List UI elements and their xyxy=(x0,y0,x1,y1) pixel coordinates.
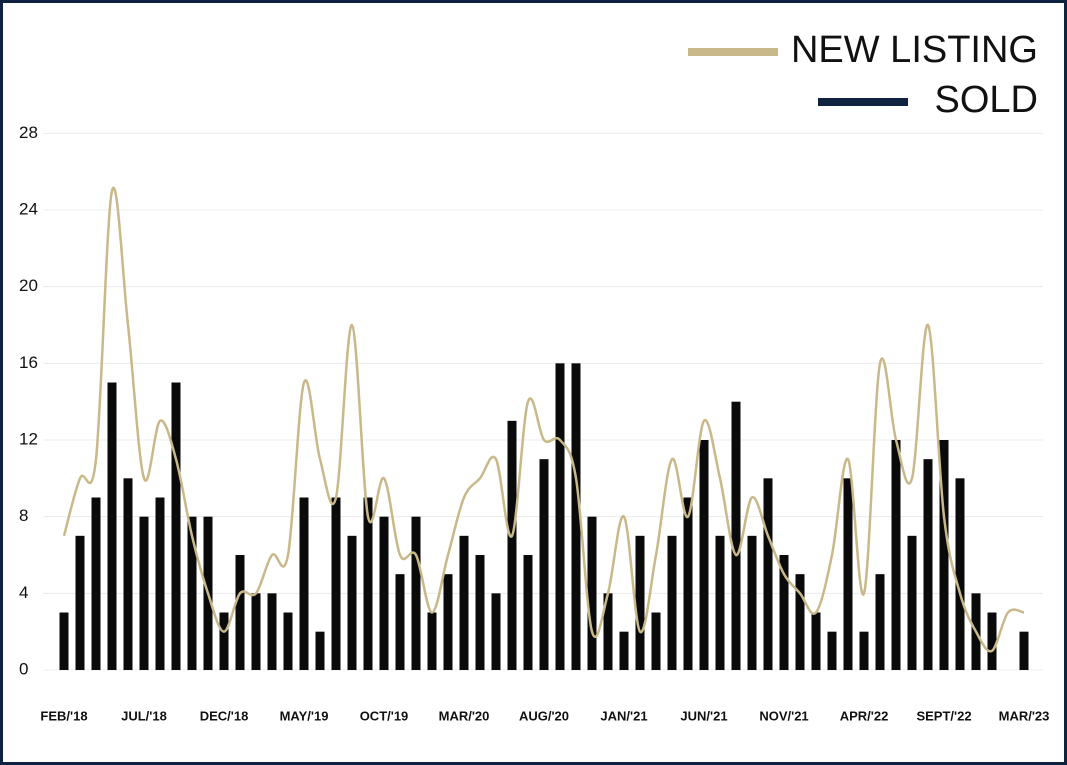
bar xyxy=(459,535,469,670)
x-tick-label: FEB/'18 xyxy=(40,708,87,723)
bar xyxy=(555,363,565,670)
y-tick-label: 28 xyxy=(19,123,38,142)
bar xyxy=(747,535,757,670)
bar xyxy=(619,631,629,670)
bar xyxy=(187,516,197,670)
x-tick-label: JUL/'18 xyxy=(121,708,167,723)
legend-label: SOLD xyxy=(935,79,1038,121)
x-tick-label: SEPT/'22 xyxy=(916,708,971,723)
line xyxy=(62,186,1025,653)
y-tick-label: 8 xyxy=(19,506,28,525)
bar xyxy=(939,440,949,670)
bar xyxy=(123,478,133,670)
x-tick-label: MAR/'23 xyxy=(999,708,1050,723)
bar xyxy=(235,555,245,670)
bar xyxy=(91,497,101,670)
bar xyxy=(171,382,181,670)
y-tick-label: 4 xyxy=(19,583,28,602)
bar xyxy=(779,555,789,670)
x-tick-label: AUG/'20 xyxy=(519,708,569,723)
bar xyxy=(955,478,965,670)
bar xyxy=(219,612,229,670)
bar xyxy=(251,593,261,670)
x-tick-label: OCT/'19 xyxy=(360,708,409,723)
bar xyxy=(363,497,373,670)
legend-label: NEW LISTING xyxy=(791,29,1038,71)
bar xyxy=(683,497,693,670)
bar xyxy=(731,401,741,670)
bar xyxy=(795,574,805,670)
bar xyxy=(267,593,277,670)
bar xyxy=(315,631,325,670)
bar xyxy=(507,420,517,670)
x-tick-label: MAY/'19 xyxy=(280,708,329,723)
bar xyxy=(283,612,293,670)
bar xyxy=(811,612,821,670)
y-tick-label: 16 xyxy=(19,353,38,372)
bar xyxy=(379,516,389,670)
bar xyxy=(523,555,533,670)
y-tick-label: 0 xyxy=(19,659,28,678)
bar xyxy=(299,497,309,670)
bar xyxy=(827,631,837,670)
bar xyxy=(59,612,69,670)
legend-swatch xyxy=(818,98,908,106)
x-tick-label: APR/'22 xyxy=(840,708,889,723)
chart: 0 4 8 12 16 20 24 28 FEB/'18 JUL/'18 DEC/'18 MAY/'1… xyxy=(19,29,1050,723)
bar xyxy=(571,363,581,670)
bar xyxy=(331,497,341,670)
bar xyxy=(667,535,677,670)
x-tick-label: JUN/'21 xyxy=(680,708,727,723)
bar xyxy=(891,440,901,670)
bar xyxy=(347,535,357,670)
y-tick-label: 24 xyxy=(19,199,38,218)
bar xyxy=(427,612,437,670)
bar xyxy=(763,478,773,670)
bar xyxy=(651,612,661,670)
bar xyxy=(1019,631,1029,670)
bar xyxy=(75,535,85,670)
bar xyxy=(715,535,725,670)
bar xyxy=(587,516,597,670)
bar xyxy=(875,574,885,670)
bar xyxy=(155,497,165,670)
bar xyxy=(107,382,117,670)
bar xyxy=(491,593,501,670)
bar xyxy=(411,516,421,670)
bar xyxy=(699,440,709,670)
x-tick-label: NOV/'21 xyxy=(759,708,808,723)
bar xyxy=(443,574,453,670)
y-tick-label: 20 xyxy=(19,276,38,295)
x-tick-label: JAN/'21 xyxy=(600,708,647,723)
bar xyxy=(539,459,549,670)
bar xyxy=(603,593,613,670)
bar xyxy=(139,516,149,670)
x-tick-label: MAR/'20 xyxy=(439,708,490,723)
y-tick-label: 12 xyxy=(19,429,38,448)
bar xyxy=(987,612,997,670)
legend-swatch xyxy=(688,48,778,56)
bar xyxy=(859,631,869,670)
bar xyxy=(923,459,933,670)
bar xyxy=(843,478,853,670)
bar xyxy=(475,555,485,670)
bar xyxy=(395,574,405,670)
bar xyxy=(635,535,645,670)
bar xyxy=(907,535,917,670)
x-tick-label: DEC/'18 xyxy=(200,708,249,723)
